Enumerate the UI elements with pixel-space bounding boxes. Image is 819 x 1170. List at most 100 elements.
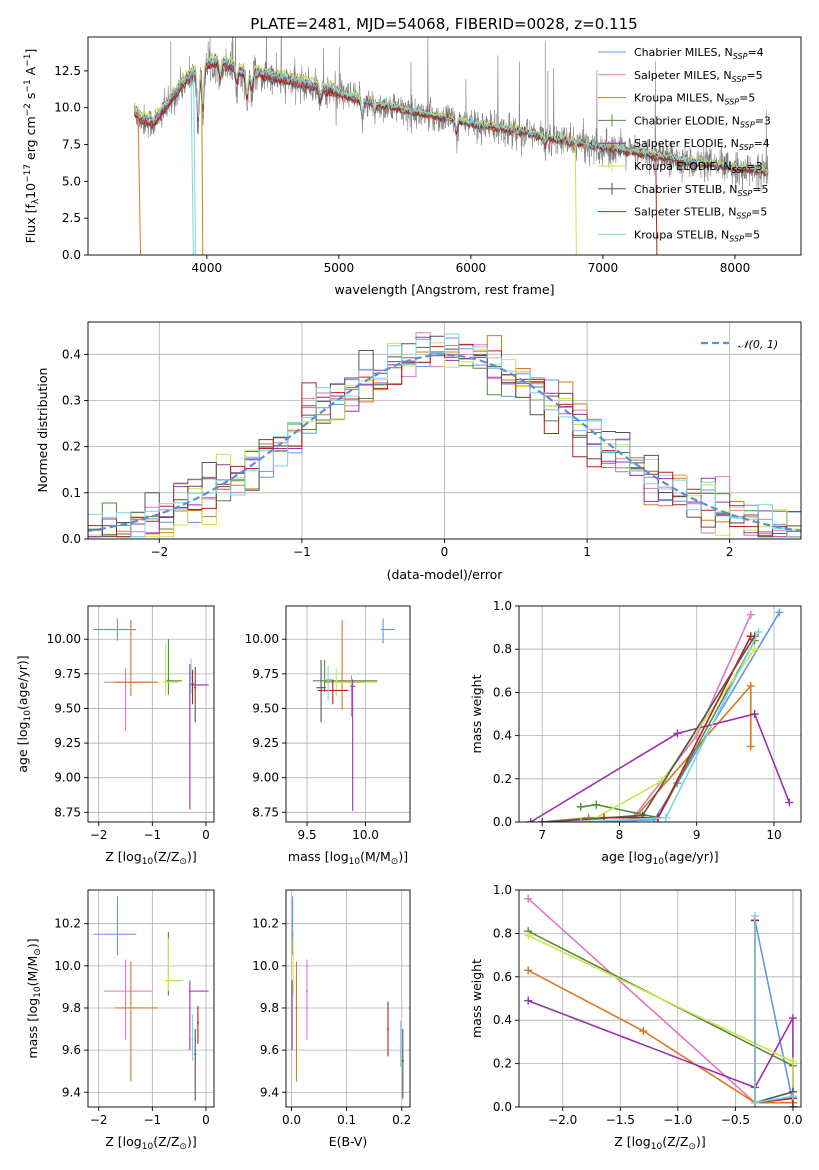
- mass-weight-marker: [746, 632, 755, 641]
- y-tick-label: 10.0: [54, 101, 81, 115]
- y-tick-label: 0.3: [62, 393, 81, 407]
- x-tick-label: 9: [693, 828, 701, 842]
- x-tick-label: 8: [616, 828, 624, 842]
- x-axis-label: Z [log10(Z/Z⊙)]: [614, 1134, 705, 1152]
- y-axis-label: Flux [fλ10−17 erg cm−2 s−1 A−1]: [23, 49, 41, 244]
- y-tick-label: 8.75: [54, 805, 81, 819]
- x-tick-label: 0: [202, 1113, 210, 1127]
- y-tick-label: 9.4: [260, 1085, 279, 1099]
- mass-weight-marker: [746, 681, 755, 690]
- y-tick-label: 9.25: [54, 736, 81, 750]
- x-tick-label: −1: [293, 545, 311, 559]
- x-tick-label: 0.1: [337, 1113, 356, 1127]
- mass-weight-marker: [746, 742, 755, 751]
- model-spectrum-line: [133, 53, 769, 174]
- gaussian-curve: [88, 353, 801, 532]
- y-tick-label: 9.8: [62, 1001, 81, 1015]
- y-tick-label: 10.00: [47, 632, 81, 646]
- plot-mass-vs-Z: −2 −1 0 9.4 9.6 9.8 10.0 10.2 Z [log10(Z/Z⊙)] mas…: [25, 889, 215, 1152]
- y-axis-label: Normed distribution: [35, 368, 50, 493]
- axes-frame: [518, 889, 802, 1108]
- legend-label: Kroupa MILES, NSSP=5: [634, 92, 755, 107]
- model-edge-line: [193, 75, 196, 255]
- y-tick-label: 9.75: [54, 667, 81, 681]
- y-tick-label: 9.4: [62, 1085, 81, 1099]
- y-tick-label: 9.75: [252, 667, 279, 681]
- grid: [88, 890, 214, 1107]
- mass-weight-line: [754, 920, 794, 1107]
- mass-weight-line: [542, 614, 752, 822]
- axes-frame: [518, 605, 802, 823]
- axes-frame: [87, 36, 802, 256]
- plot-spectrum: 4000 5000 6000 7000 8000 0.0 2.5 5.0 7.5 10.0 12.5…: [23, 36, 802, 297]
- x-tick-label: 0.0: [282, 1113, 301, 1127]
- x-tick-label: 0: [441, 545, 449, 559]
- legend-label: Salpeter ELODIE, NSSP=4: [634, 137, 770, 152]
- x-tick-label: 9.5: [298, 828, 317, 842]
- x-tick-label: 5000: [324, 261, 355, 275]
- y-tick-label: 9.50: [252, 701, 279, 715]
- model-spectrum-line: [133, 55, 769, 175]
- mass-weight-marker: [661, 813, 670, 822]
- y-tick-label: 0.4: [62, 347, 81, 361]
- plot-mass-weight-vs-age: 7 8 9 10 0.0 0.2 0.4 0.6 0.8 1.0 age [log10(age/yr…: [469, 599, 802, 867]
- plot-area: [93, 896, 209, 1101]
- mass-weight-line: [580, 640, 756, 819]
- x-tick-label: 10: [766, 828, 781, 842]
- mass-weight-marker: [673, 729, 682, 738]
- y-tick-label: 1.0: [493, 599, 512, 613]
- grid: [286, 606, 410, 822]
- x-axis-label: mass [log10(M/M⊙)]: [288, 849, 408, 867]
- grid: [286, 890, 410, 1107]
- x-tick-label: 0: [202, 828, 210, 842]
- mass-weight-line: [527, 930, 794, 1107]
- axes: −2.0 −1.5 −1.0 −0.5 0.0 0.0 0.2 0.4 0.6 0.8 1.0 Z […: [469, 883, 802, 1152]
- y-tick-label: 5.0: [62, 174, 81, 188]
- mass-weight-marker: [750, 912, 759, 921]
- mass-weight-line: [542, 635, 756, 822]
- model-edge-line: [655, 156, 658, 255]
- y-tick-label: 10.0: [252, 959, 279, 973]
- x-tick-label: −1: [143, 828, 161, 842]
- axes-frame: [285, 605, 411, 823]
- x-axis-label: wavelength [Angstrom, rest frame]: [334, 282, 554, 297]
- plot-area: [133, 37, 769, 255]
- y-tick-label: 9.6: [260, 1043, 279, 1057]
- y-tick-label: 8.75: [252, 805, 279, 819]
- y-tick-label: 9.00: [54, 771, 81, 785]
- legend-label: Kroupa ELODIE, NSSP=3: [634, 160, 763, 175]
- mass-weight-marker: [785, 798, 794, 807]
- y-tick-label: 10.2: [252, 917, 279, 931]
- y-tick-label: 0.6: [493, 685, 512, 699]
- mass-weight-line: [527, 898, 793, 1104]
- axes: 7 8 9 10 0.0 0.2 0.4 0.6 0.8 1.0 age [log10(age/yr…: [469, 599, 802, 867]
- plot-area: [88, 332, 801, 539]
- y-tick-label: 10.0: [54, 959, 81, 973]
- legend-label: Chabrier ELODIE, NSSP=3: [634, 114, 771, 129]
- axes-frame: [285, 889, 411, 1108]
- y-tick-label: 2.5: [62, 211, 81, 225]
- y-tick-label: 10.2: [54, 917, 81, 931]
- y-tick-label: 0.2: [62, 440, 81, 454]
- mass-weight-marker: [788, 1057, 797, 1066]
- x-tick-label: −1.0: [663, 1113, 692, 1127]
- y-tick-label: 0.0: [493, 815, 512, 829]
- x-axis-label: (data-model)/error: [387, 567, 504, 582]
- x-axis-label: age [log10(age/yr)]: [601, 849, 718, 867]
- x-tick-label: 0.0: [783, 1113, 802, 1127]
- axes: 9.5 10.0 8.75 9.00 9.25 9.50 9.75 10.00 mass [lo…: [245, 605, 411, 867]
- plot-mass-weight-vs-Z: −2.0 −1.5 −1.0 −0.5 0.0 0.0 0.2 0.4 0.6 0.8 1.0 Z […: [469, 883, 802, 1152]
- model-edge-line: [574, 142, 577, 255]
- y-tick-label: 10.00: [245, 632, 279, 646]
- x-tick-label: 8000: [720, 261, 751, 275]
- y-tick-label: 0.2: [493, 772, 512, 786]
- mass-weight-marker: [576, 818, 585, 822]
- plot-age-vs-Z: −2 −1 0 8.75 9.00 9.25 9.50 9.75 10.00 Z [log10(Z…: [15, 605, 215, 867]
- plot-area: [524, 894, 797, 1107]
- y-tick-label: 1.0: [493, 883, 512, 897]
- x-tick-label: −2: [90, 828, 108, 842]
- legend-label: Salpeter MILES, NSSP=5: [634, 69, 763, 84]
- mass-weight-marker: [750, 1098, 759, 1107]
- y-tick-label: 9.00: [252, 771, 279, 785]
- x-tick-label: 2: [726, 545, 734, 559]
